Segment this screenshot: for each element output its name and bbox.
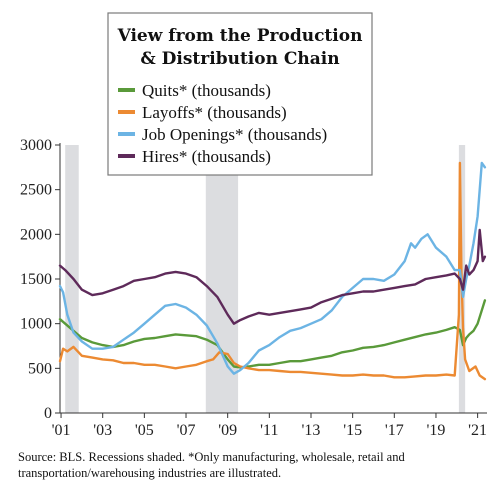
series-line-2 [58, 161, 487, 375]
x-tick-label-2017: '17 [385, 422, 404, 439]
y-tick-label-3000: 3000 [20, 137, 52, 154]
x-tick-label-2005: '05 [135, 422, 154, 439]
recession-band-1 [205, 145, 239, 413]
series-line-3 [58, 228, 487, 325]
chart-title-line-0: View from the Production [117, 26, 363, 46]
recession-bands [65, 145, 466, 413]
y-tick-label-500: 500 [28, 360, 52, 377]
series-line-1 [58, 161, 487, 381]
series-lines [58, 161, 487, 381]
x-tick-label-2001: '01 [52, 422, 71, 439]
legend-label-2: Job Openings* (thousands) [142, 125, 327, 144]
legend-label-0: Quits* (thousands) [142, 81, 271, 100]
y-tick-label-1000: 1000 [20, 316, 52, 333]
x-tick-label-2021: '21 [468, 422, 487, 439]
source-note: Source: BLS. Recessions shaded. *Only ma… [18, 450, 405, 480]
legend-label-3: Hires* (thousands) [142, 147, 271, 166]
x-tick-label-2007: '07 [177, 422, 196, 439]
y-tick-label-2500: 2500 [20, 182, 52, 199]
y-tick-label-1500: 1500 [20, 271, 52, 288]
axes: 0 500 1000 1500 2000 2500 3000 '01 '03 '05 '07 '09 '… [20, 137, 487, 439]
x-tick-label-2019: '19 [427, 422, 446, 439]
x-tick-label-2003: '03 [93, 422, 112, 439]
y-tick-label-2000: 2000 [20, 226, 52, 243]
x-tick-label-2013: '13 [302, 422, 321, 439]
series-line-0 [58, 299, 487, 369]
x-tick-label-2015: '15 [343, 422, 362, 439]
legend-label-1: Layoffs* (thousands) [142, 103, 287, 122]
chart-title-line-1: & Distribution Chain [140, 49, 339, 69]
legend-box [107, 12, 373, 176]
x-tick-label-2009: '09 [218, 422, 237, 439]
x-tick-label-2011: '11 [260, 422, 278, 439]
y-tick-label-0: 0 [44, 405, 52, 422]
legend: View from the Production & Distribution C… [107, 12, 373, 176]
